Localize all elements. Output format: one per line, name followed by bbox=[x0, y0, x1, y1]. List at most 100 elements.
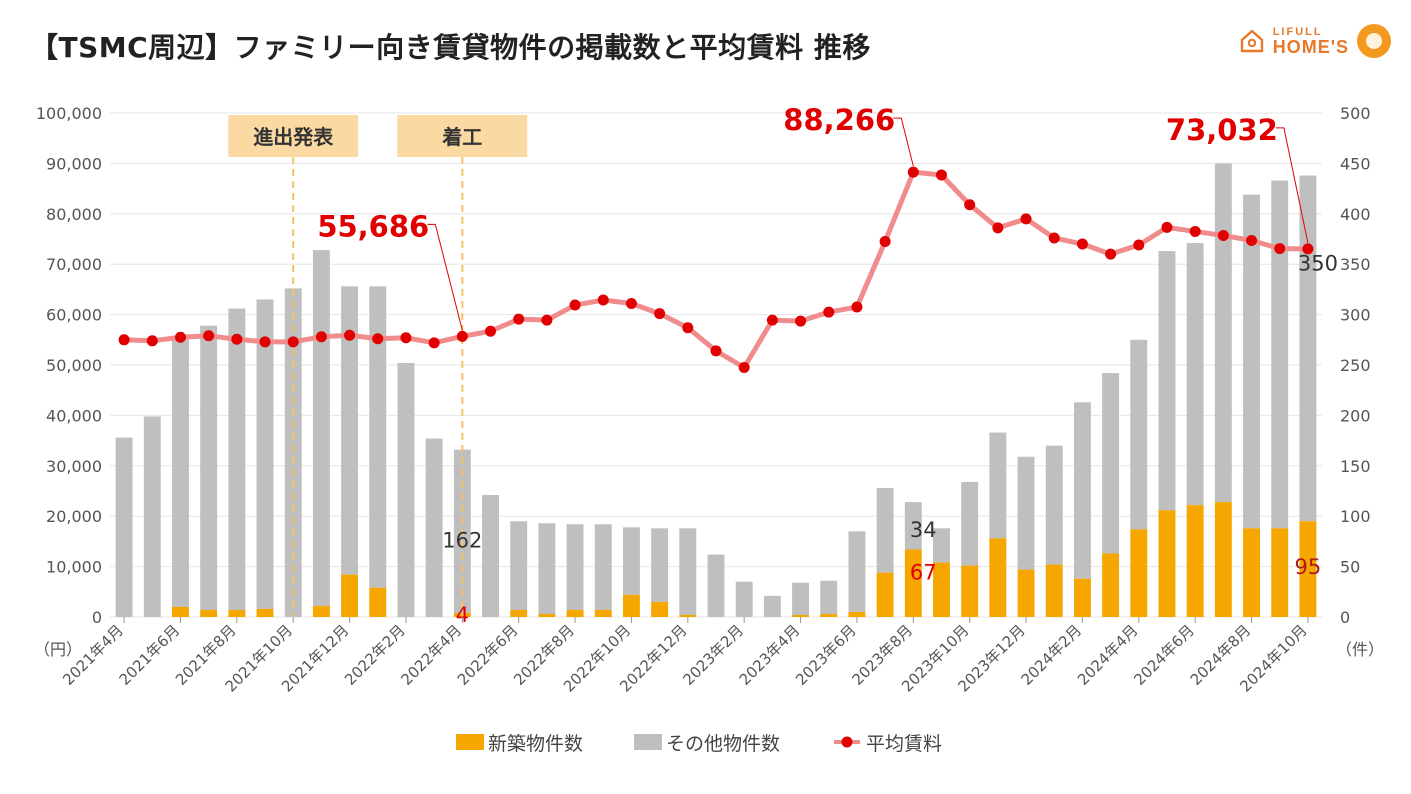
callout-leader-line bbox=[427, 223, 463, 331]
right-axis-tick-label: 100 bbox=[1340, 507, 1371, 526]
average-rent-marker bbox=[766, 314, 778, 326]
average-rent-marker bbox=[992, 222, 1004, 234]
other-listings-bar bbox=[566, 524, 584, 610]
right-axis-tick-label: 150 bbox=[1340, 457, 1371, 476]
new-listings-bar bbox=[172, 606, 189, 617]
right-axis-tick-label: 350 bbox=[1340, 255, 1371, 274]
legend-label: 平均賃料 bbox=[866, 733, 942, 755]
average-rent-marker bbox=[287, 336, 299, 348]
average-rent-marker bbox=[1133, 239, 1145, 251]
left-axis-tick-label: 70,000 bbox=[46, 255, 102, 274]
left-axis-tick-label: 60,000 bbox=[46, 306, 102, 325]
new-listings-bar bbox=[679, 614, 697, 617]
new-listings-bar bbox=[256, 608, 274, 617]
new-listings-bar bbox=[792, 614, 810, 617]
event-box bbox=[397, 115, 528, 157]
left-axis-tick-label: 90,000 bbox=[46, 154, 102, 173]
rent-callout-label: 55,686 bbox=[317, 209, 429, 243]
other-listings-bar bbox=[1186, 243, 1204, 506]
other-listings-bar bbox=[1158, 251, 1176, 511]
average-rent-marker bbox=[231, 333, 243, 345]
new-listings-bar bbox=[820, 613, 838, 617]
other-listings-bar bbox=[256, 299, 274, 609]
right-axis-tick-label: 500 bbox=[1340, 104, 1371, 123]
lifull-homes-logo: LIFULL HOME'S bbox=[1239, 24, 1391, 58]
average-rent-marker bbox=[1189, 225, 1201, 237]
event-label: 着工 bbox=[441, 125, 482, 149]
event-box bbox=[228, 115, 359, 157]
new-listings-bar bbox=[989, 538, 1007, 617]
other-listings-bar bbox=[228, 308, 246, 610]
other-listings-bar bbox=[622, 527, 640, 595]
average-rent-marker bbox=[146, 335, 158, 347]
other-listings-bar bbox=[792, 582, 810, 615]
average-rent-marker bbox=[935, 169, 947, 181]
average-rent-marker bbox=[964, 199, 976, 211]
new-listings-bar bbox=[1271, 528, 1289, 617]
house-icon bbox=[1240, 29, 1263, 53]
left-axis-unit: （円） bbox=[34, 640, 82, 659]
rent-callout-label: 73,032 bbox=[1166, 113, 1278, 147]
x-axis-tick-label: 2022年6月 bbox=[454, 621, 522, 689]
average-rent-marker bbox=[851, 301, 863, 313]
right-axis-tick-label: 400 bbox=[1340, 205, 1371, 224]
legend-swatch-new bbox=[456, 734, 484, 750]
other-listings-bar bbox=[904, 502, 922, 550]
other-listings-bar bbox=[482, 495, 499, 617]
other-listings-bar bbox=[510, 521, 528, 610]
left-axis-tick-label: 10,000 bbox=[46, 558, 102, 577]
average-rent-marker bbox=[1217, 229, 1229, 241]
new-listings-bar bbox=[1158, 510, 1176, 617]
x-axis-tick-label: 2023年4月 bbox=[736, 621, 804, 689]
other-listings-bar bbox=[397, 362, 415, 617]
average-rent-marker bbox=[118, 334, 130, 346]
right-axis-tick-label: 50 bbox=[1340, 558, 1360, 577]
other-listings-bar bbox=[848, 531, 866, 612]
left-axis-tick-label: 80,000 bbox=[46, 205, 102, 224]
average-rent-marker bbox=[738, 362, 750, 374]
average-rent-marker bbox=[1048, 232, 1060, 244]
average-rent-marker bbox=[682, 322, 694, 334]
x-axis-tick-label: 2021年6月 bbox=[116, 621, 184, 689]
event-label: 進出発表 bbox=[253, 125, 334, 149]
other-listings-bar bbox=[933, 528, 950, 563]
new-listings-bar bbox=[933, 562, 950, 617]
new-listings-bar bbox=[848, 611, 866, 617]
other-listings-bar bbox=[1073, 402, 1091, 579]
average-rent-marker bbox=[569, 299, 581, 311]
average-rent-marker bbox=[1161, 221, 1173, 233]
new-listings-bar bbox=[1214, 502, 1232, 617]
right-axis-tick-label: 0 bbox=[1340, 608, 1350, 627]
new-listings-bar bbox=[651, 601, 669, 617]
legend-label: 新築物件数 bbox=[488, 733, 583, 755]
logo-line2: HOME'S bbox=[1272, 36, 1349, 57]
average-rent-marker bbox=[174, 331, 186, 343]
new-listings-bar bbox=[1073, 578, 1091, 617]
new-listings-bar bbox=[341, 574, 359, 617]
new-listings-bar bbox=[228, 609, 246, 617]
bar-value-label: 34 bbox=[910, 518, 937, 542]
other-listings-bar bbox=[369, 286, 387, 588]
new-listings-bar bbox=[1186, 505, 1204, 617]
average-rent-marker bbox=[541, 314, 553, 326]
right-axis-tick-label: 250 bbox=[1340, 356, 1371, 375]
average-rent-marker bbox=[203, 330, 215, 342]
average-rent-marker bbox=[1105, 248, 1117, 260]
average-rent-marker bbox=[654, 308, 666, 320]
other-listings-bar bbox=[735, 581, 753, 617]
new-listings-bar bbox=[538, 613, 556, 617]
new-listings-bar bbox=[510, 609, 528, 617]
new-listings-bar bbox=[1017, 569, 1035, 617]
x-axis-tick-label: 2023年6月 bbox=[792, 621, 860, 689]
new-listings-bar bbox=[1045, 564, 1063, 617]
other-listings-bar bbox=[679, 528, 697, 615]
chart-title: 【TSMC周辺】ファミリー向き賃貸物件の掲載数と平均賃料 推移 bbox=[30, 31, 871, 64]
other-listings-bar bbox=[1299, 175, 1317, 522]
other-listings-bar bbox=[312, 250, 330, 606]
legend-swatch-other bbox=[634, 734, 662, 750]
average-rent-marker bbox=[625, 298, 637, 310]
new-listings-bar bbox=[1243, 528, 1260, 617]
new-listings-bar bbox=[1102, 553, 1120, 617]
right-axis-tick-label: 300 bbox=[1340, 306, 1371, 325]
